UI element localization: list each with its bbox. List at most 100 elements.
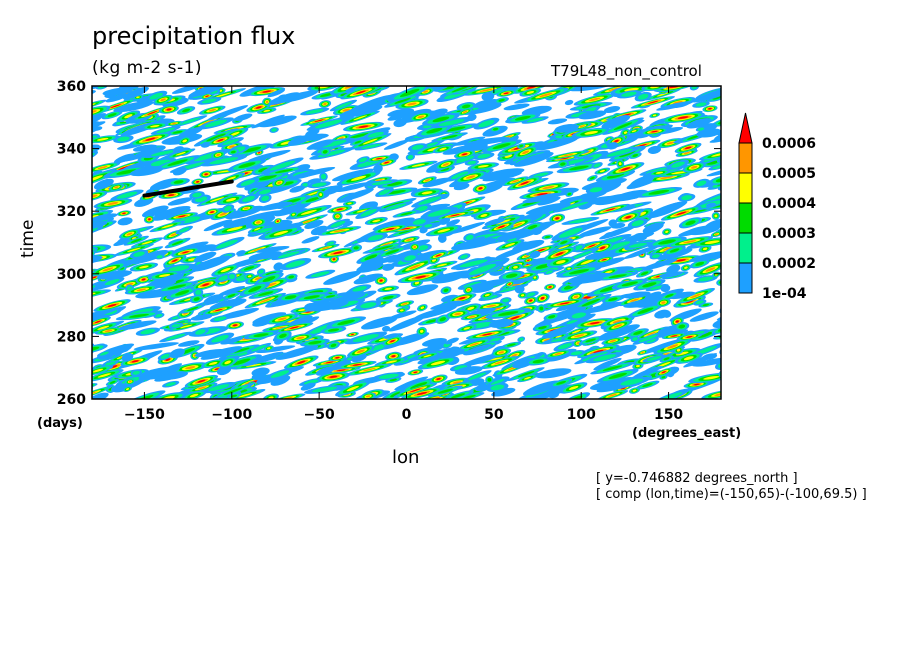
- rain-cell: [616, 159, 625, 168]
- rain-cell: [409, 112, 433, 122]
- rain-cell: [527, 182, 570, 193]
- rain-cell: [473, 152, 495, 160]
- colorbar-label: 0.0003: [762, 226, 816, 242]
- rain-cell: [424, 108, 448, 120]
- rain-cell: [601, 337, 625, 345]
- rain-cell: [135, 327, 161, 336]
- rain-cell: [114, 243, 154, 256]
- rain-cell: [92, 321, 121, 334]
- rain-cell: [511, 86, 552, 94]
- rain-cell: [168, 321, 205, 332]
- rain-cell: [129, 166, 164, 177]
- rain-cell: [721, 186, 737, 195]
- rain-cell: [353, 273, 384, 285]
- rain-cell: [491, 347, 512, 357]
- rain-cell: [537, 304, 546, 313]
- rain-cell: [335, 182, 371, 193]
- rain-cell: [275, 345, 319, 360]
- rain-cell: [230, 361, 277, 370]
- rain-cell: [519, 88, 542, 97]
- rain-cell: [92, 162, 121, 173]
- rain-cell: [153, 312, 165, 319]
- rain-cell: [207, 105, 249, 121]
- rain-cell: [445, 309, 470, 319]
- rain-cell: [524, 296, 538, 305]
- rain-cell: [485, 375, 494, 384]
- rain-cell: [274, 330, 292, 341]
- rain-cell: [457, 253, 471, 261]
- rain-cell: [641, 86, 669, 92]
- colorbar-label: 0.0005: [762, 166, 816, 182]
- rain-cell: [246, 342, 272, 354]
- rain-cell: [409, 242, 421, 252]
- y-tick-label: 340: [57, 142, 86, 158]
- rain-cell: [92, 190, 108, 202]
- rain-cell: [675, 149, 698, 157]
- rain-cell: [535, 368, 572, 379]
- rain-cell: [543, 313, 560, 321]
- rain-cell: [720, 348, 721, 356]
- rain-cell: [283, 355, 319, 370]
- rain-cell: [689, 250, 721, 262]
- rain-cell: [221, 204, 235, 213]
- rain-cell: [597, 271, 639, 281]
- rain-cell: [387, 108, 415, 117]
- rain-cell: [382, 263, 395, 271]
- rain-cell: [597, 390, 629, 399]
- rain-cell: [147, 271, 182, 280]
- rain-cell: [453, 183, 470, 191]
- rain-cell: [454, 366, 483, 375]
- rain-cell: [422, 338, 447, 347]
- rain-cell: [608, 219, 617, 227]
- rain-cell: [110, 189, 144, 201]
- rain-cell: [167, 197, 193, 206]
- rain-cell: [130, 237, 164, 248]
- rain-cell: [632, 366, 663, 378]
- rain-cell: [564, 99, 574, 106]
- rain-cell: [325, 218, 351, 230]
- rain-cell: [92, 283, 102, 294]
- rain-cell: [165, 212, 198, 221]
- rain-cell: [160, 363, 183, 373]
- rain-cell: [291, 166, 336, 179]
- rain-cell: [451, 238, 497, 251]
- rain-cell: [376, 245, 409, 258]
- rain-cell: [708, 163, 721, 171]
- rain-cell: [377, 285, 399, 293]
- rain-cell: [122, 386, 133, 392]
- rain-cell: [643, 336, 659, 345]
- rain-cell: [143, 215, 155, 224]
- rain-cell: [203, 294, 224, 305]
- rain-cell: [92, 113, 107, 130]
- rain-cell: [121, 353, 134, 362]
- rain-cell: [244, 292, 286, 309]
- rain-cell: [464, 279, 508, 291]
- rain-cell: [243, 330, 279, 340]
- rain-cell: [726, 192, 736, 200]
- rain-cell: [92, 308, 117, 322]
- rain-cell: [682, 162, 706, 173]
- rain-cell: [93, 299, 131, 312]
- rain-cell: [257, 201, 293, 211]
- rain-cell: [209, 298, 247, 311]
- rain-cell: [635, 380, 660, 390]
- rain-cell: [606, 162, 645, 176]
- rain-cell: [92, 99, 107, 111]
- y-tick-label: 320: [57, 204, 86, 220]
- rain-cell: [124, 285, 159, 295]
- rain-cell: [130, 369, 143, 376]
- rain-cell: [269, 127, 279, 133]
- rain-cell: [514, 152, 554, 167]
- rain-cell: [263, 345, 274, 352]
- x-axis: −150 −100 −50 0 50 100 150: [124, 86, 683, 423]
- rain-cell: [462, 370, 492, 383]
- rain-cell: [407, 143, 428, 152]
- rain-cell: [623, 291, 651, 299]
- rain-cell: [258, 269, 284, 278]
- rain-cell: [144, 90, 168, 102]
- rain-cell: [115, 311, 162, 321]
- rain-cell: [133, 342, 179, 351]
- rain-cell: [348, 133, 392, 150]
- rain-cell: [191, 278, 221, 291]
- rain-cell: [340, 110, 380, 125]
